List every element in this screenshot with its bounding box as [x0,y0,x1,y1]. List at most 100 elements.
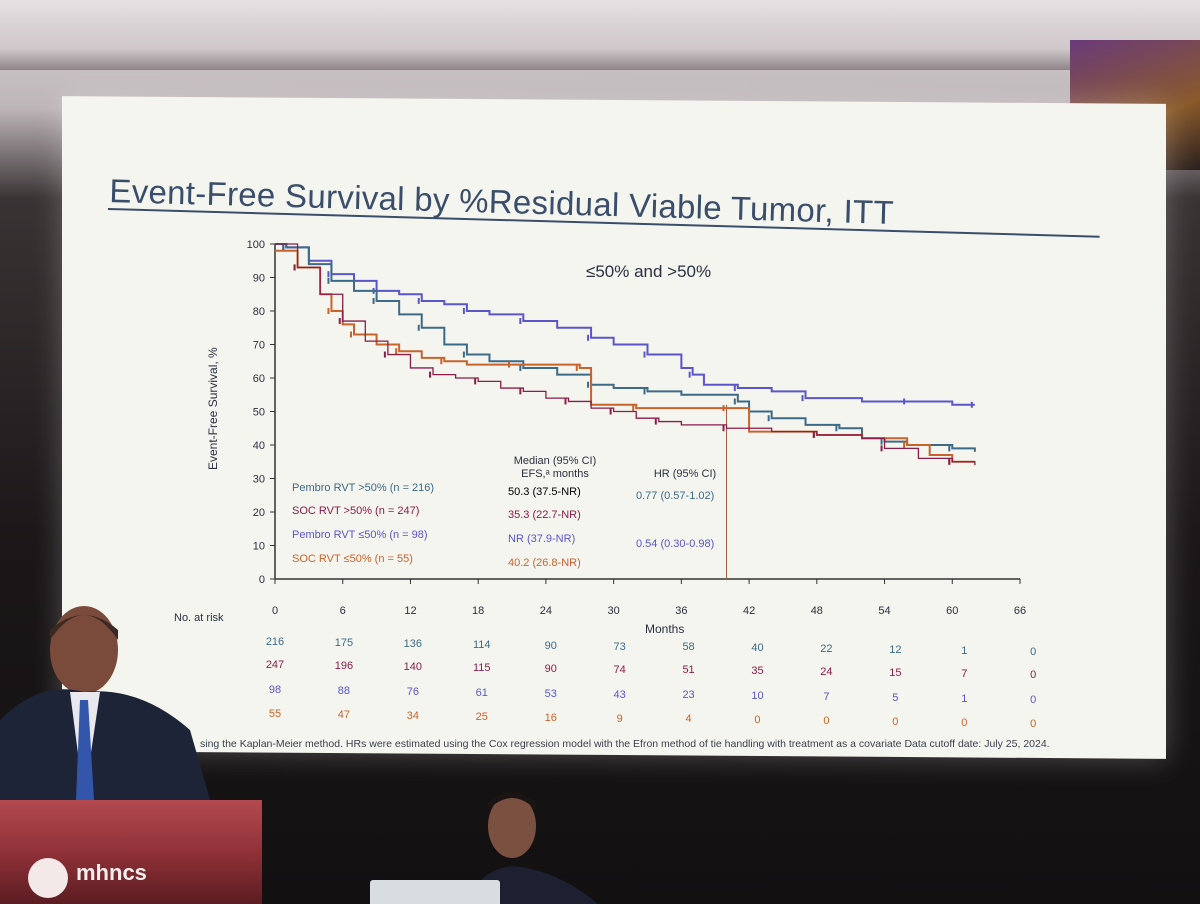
slide-footnote: sing the Kaplan-Meier method. HRs were e… [200,738,1050,750]
x-tick-label: 48 [811,605,823,617]
legend-label: Pembro RVT >50% (n = 216) [292,482,435,494]
risk-cell: 25 [475,710,488,723]
risk-cell: 5 [892,692,899,705]
risk-cell: 88 [337,684,351,697]
y-tick-label: 20 [253,507,265,519]
y-tick-label: 30 [253,474,265,486]
km-curve-2 [275,243,976,452]
risk-cell: 0 [1030,717,1037,730]
y-tick-label: 90 [253,273,265,285]
legend-label: SOC RVT >50% (n = 247) [292,505,420,517]
risk-cell: 74 [613,663,626,676]
risk-cell: 51 [682,664,695,677]
risk-cell: 140 [403,660,423,673]
risk-cell: 175 [334,636,354,649]
risk-cell: 58 [682,641,695,654]
risk-cell: 90 [544,639,557,652]
x-tick-label: 36 [675,605,687,617]
risk-cell: 0 [823,715,830,728]
legend-label: SOC RVT ≤50% (n = 55) [292,553,413,565]
risk-cell: 10 [751,690,764,703]
y-tick-label: 40 [253,440,265,452]
room-ceiling [0,0,1200,70]
laptop [370,880,500,904]
y-tick-label: 100 [247,239,265,251]
legend-hr: 0.77 (0.57-1.02) [636,490,715,502]
legend-hr: 0.54 (0.30-0.98) [636,538,715,550]
median-header: Median (95% CI) EFS,ᵃ months [500,455,610,481]
x-tick-label: 0 [272,605,278,617]
risk-cell: 0 [892,716,899,729]
km-curve-4 [275,243,976,466]
legend-label: Pembro RVT ≤50% (n = 98) [292,529,428,541]
x-axis-label: Months [645,622,685,636]
risk-cell: 115 [473,661,491,674]
x-tick-label: 54 [878,605,890,617]
risk-cell: 0 [754,714,761,727]
x-tick-label: 30 [608,605,620,617]
y-tick-label: 0 [259,574,265,586]
risk-cell: 7 [823,691,830,704]
x-tick-label: 42 [743,605,755,617]
risk-cell: 61 [475,686,488,699]
median-header-line2: EFS,ᵃ months [521,468,589,480]
risk-cell: 24 [820,666,833,679]
risk-cell: 98 [268,684,282,696]
risk-cell: 9 [616,712,623,725]
risk-table-label: No. at risk [174,612,224,624]
legend-median: NR (37.9-NR) [508,533,576,545]
risk-cell: 73 [613,640,626,653]
risk-cell: 0 [1030,668,1037,681]
y-tick-label: 70 [253,340,265,352]
hr-header: HR (95% CI) [653,468,717,480]
risk-cell: 114 [473,638,491,651]
legend-median: 50.3 (37.5-NR) [508,486,581,498]
legend-entry: SOC RVT >50% (n = 247) [292,505,419,517]
risk-cell: 23 [682,689,695,702]
y-tick-label: 80 [253,306,265,318]
risk-cell: 90 [544,662,557,675]
x-tick-label: 60 [946,605,958,617]
risk-cell: 1 [961,693,968,705]
x-tick-label: 66 [1014,605,1026,617]
risk-cell: 34 [406,709,419,722]
km-curve-1 [275,243,975,406]
risk-cell: 4 [685,713,692,726]
risk-cell: 35 [751,665,764,678]
risk-cell: 16 [544,711,557,724]
risk-cell: 247 [265,659,285,671]
legend-median: 40.2 (26.8-NR) [508,557,581,569]
risk-cell: 76 [406,685,419,698]
risk-cell: 196 [334,659,354,672]
y-tick-label: 10 [253,541,265,553]
legend-entry: SOC RVT ≤50% (n = 55) [292,553,413,565]
podium-logo-icon [28,858,68,898]
km-curve-3 [275,249,975,463]
risk-cell: 1 [961,645,968,657]
legend-entry: Pembro RVT ≤50% (n = 98) [292,529,428,541]
risk-cell: 40 [751,642,764,655]
x-tick-label: 6 [340,605,346,617]
median-header-line1: Median (95% CI) [513,455,597,467]
risk-cell: 0 [1030,693,1037,706]
slide-subtitle: ≤50% and >50% [586,262,712,281]
risk-cell: 22 [820,643,833,656]
risk-cell: 47 [337,708,351,721]
legend-median: 35.3 (22.7-NR) [508,509,581,521]
risk-cell: 216 [265,636,285,648]
x-tick-label: 12 [404,605,416,617]
risk-cell: 15 [889,667,902,680]
risk-cell: 12 [889,644,902,657]
risk-cell: 136 [403,637,423,650]
podium-brand: mhncs [76,860,147,885]
y-tick-label: 60 [253,373,265,385]
x-tick-label: 18 [472,605,484,617]
risk-cell: 0 [1030,645,1037,658]
risk-cell: 7 [961,668,968,680]
risk-cell: 0 [961,717,968,729]
legend-entry: Pembro RVT >50% (n = 216) [292,482,434,494]
y-tick-label: 50 [253,407,265,419]
risk-cell: 55 [268,708,282,720]
seated-person [468,792,598,904]
